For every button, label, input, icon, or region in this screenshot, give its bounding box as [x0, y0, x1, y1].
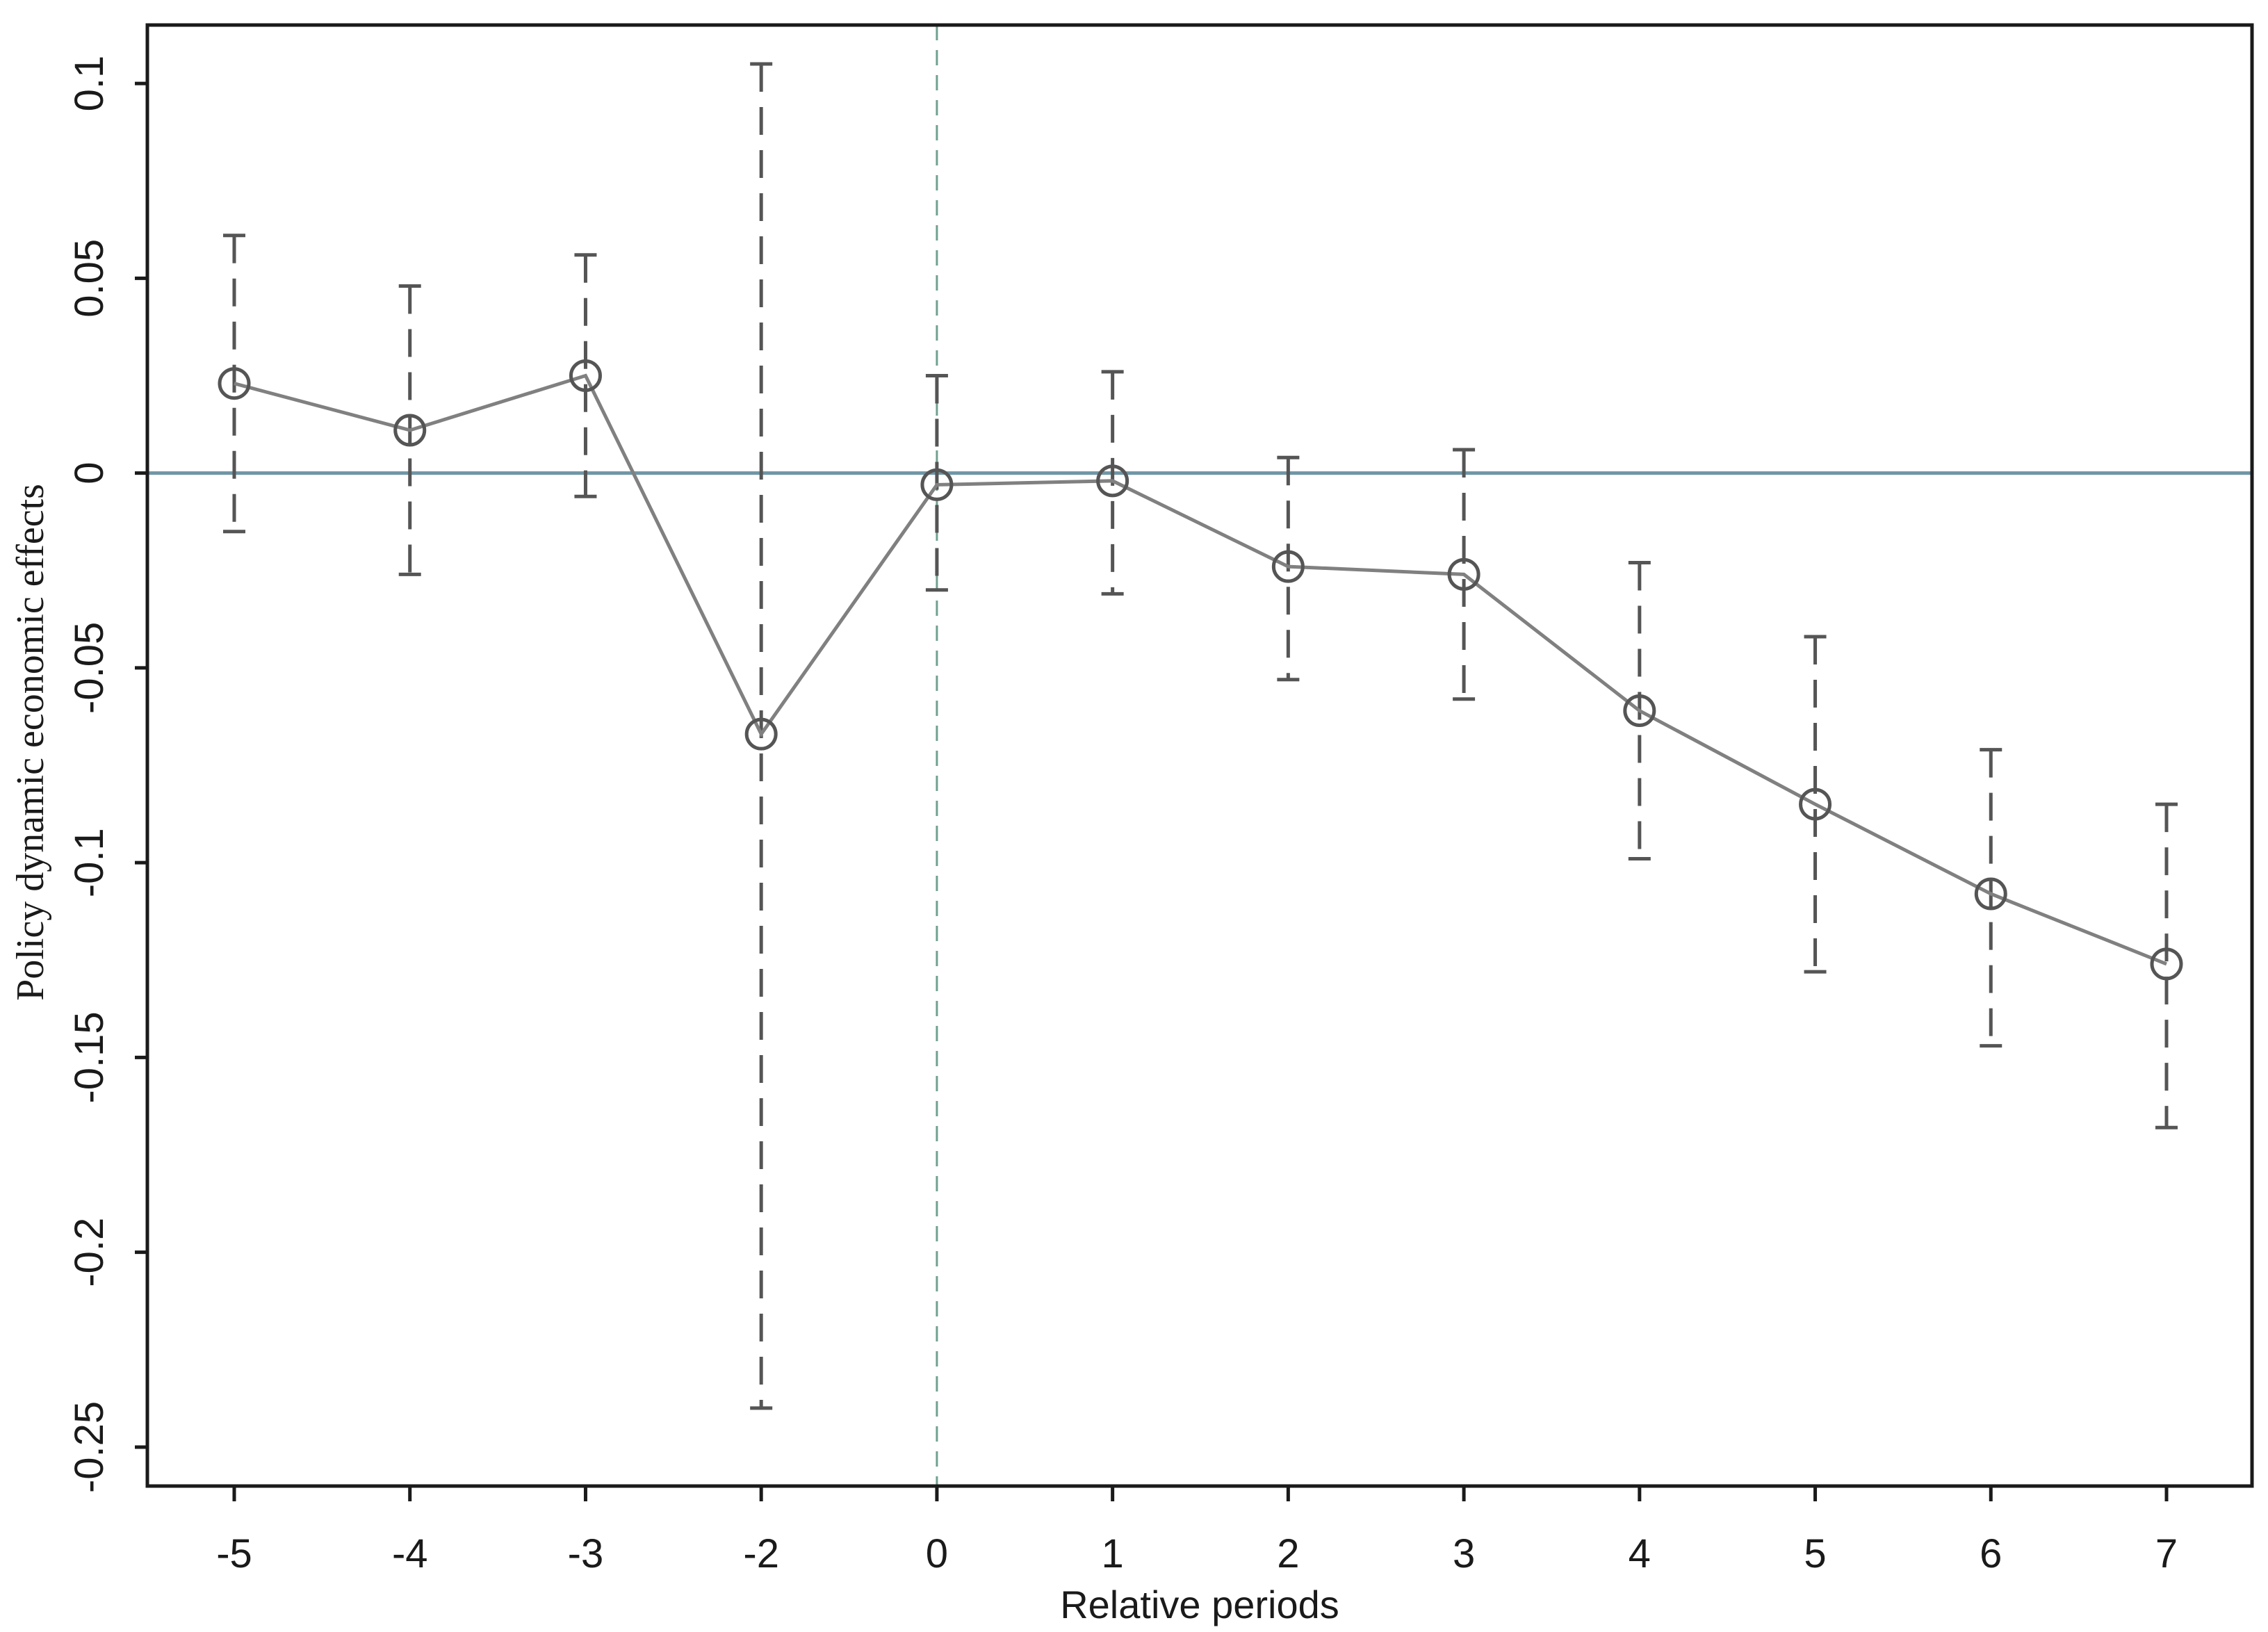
x-tick-label: 2	[1277, 1531, 1299, 1576]
data-point	[1271, 550, 1305, 583]
x-tick-label: -3	[568, 1531, 604, 1576]
y-axis-label: Policy dynamic economic effects	[9, 484, 52, 1001]
x-tick-label: -2	[743, 1531, 779, 1576]
x-tick-label: 5	[1804, 1531, 1826, 1576]
y-axis-ticks: 0.1 0.05 0 -0.05 -0.1 -0.15 -0.2 -0.25	[67, 56, 147, 1493]
y-tick-label: 0.1	[67, 56, 112, 112]
x-tick-label: 1	[1102, 1531, 1124, 1576]
data-point	[1096, 464, 1129, 498]
data-point	[1623, 694, 1656, 728]
x-axis-ticks: -5 -4 -3 -2 0 1 2 3 4 5 6 7	[216, 1486, 2178, 1576]
data-point	[218, 367, 251, 400]
plot-frame	[145, 23, 2254, 1488]
x-tick-label: -4	[392, 1531, 428, 1576]
y-tick-label: -0.2	[67, 1218, 112, 1287]
data-point	[1447, 557, 1480, 591]
series-line	[234, 373, 2167, 966]
x-tick-label: -5	[216, 1531, 252, 1576]
x-tick-label: 0	[926, 1531, 948, 1576]
x-axis-label: Relative periods	[1060, 1583, 1339, 1626]
y-tick-label: 0.05	[67, 239, 112, 318]
data-point	[569, 359, 602, 392]
x-tick-label: 4	[1629, 1531, 1651, 1576]
x-tick-label: 6	[1980, 1531, 2002, 1576]
data-point	[1974, 877, 2007, 911]
y-tick-label: -0.25	[67, 1401, 112, 1493]
y-tick-label: -0.1	[67, 828, 112, 897]
data-point	[1799, 788, 1832, 821]
series	[234, 373, 2167, 966]
y-tick-label: -0.15	[67, 1011, 112, 1103]
confidence-intervals	[223, 62, 2178, 1410]
data-point	[744, 717, 778, 751]
data-point	[2150, 947, 2183, 981]
y-tick-label: 0	[67, 462, 112, 484]
x-tick-label: 3	[1453, 1531, 1475, 1576]
reference-lines	[147, 25, 2252, 1486]
y-tick-label: -0.05	[67, 622, 112, 714]
x-tick-label: 7	[2155, 1531, 2178, 1576]
data-point	[920, 468, 954, 501]
markers	[218, 359, 2183, 981]
data-point	[393, 414, 427, 447]
